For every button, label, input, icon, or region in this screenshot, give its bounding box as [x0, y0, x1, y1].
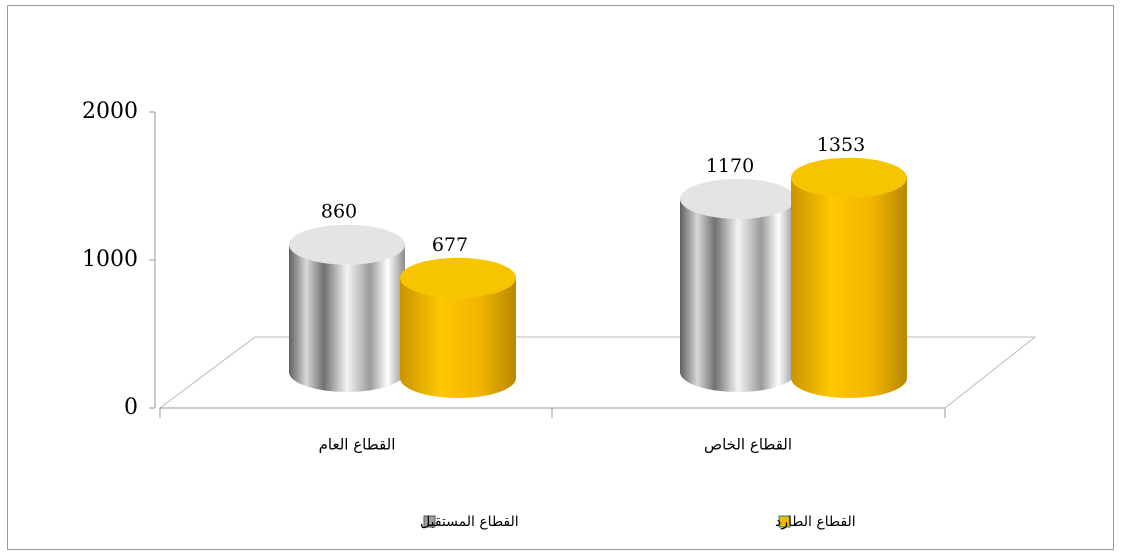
y-tick-label: 0 [124, 395, 138, 420]
value-label: 860 [321, 201, 357, 223]
y-tick-label: 2000 [82, 99, 138, 124]
cylinder-top [680, 178, 796, 219]
cylinder-body [400, 277, 516, 398]
x-tick-label: القطاع الخاص [704, 436, 792, 454]
cylinder-body [791, 177, 907, 398]
legend-label: القطاع المستقبل [420, 514, 519, 530]
cylinder-top [791, 157, 907, 198]
value-label: 677 [432, 234, 468, 256]
legend-label: القطاع الطارد [775, 514, 856, 530]
x-tick-label: القطاع العام [319, 436, 396, 454]
value-label: 1353 [817, 134, 865, 156]
legend-swatch [423, 515, 436, 528]
value-label: 1170 [706, 155, 754, 177]
cylinder-top [289, 224, 405, 265]
y-tick-label: 1000 [82, 247, 138, 272]
frame [7, 5, 1114, 550]
legend-swatch [778, 515, 791, 528]
cylinder-body [680, 198, 796, 392]
cylinder-body [289, 244, 405, 392]
cylinder-top [400, 257, 516, 298]
